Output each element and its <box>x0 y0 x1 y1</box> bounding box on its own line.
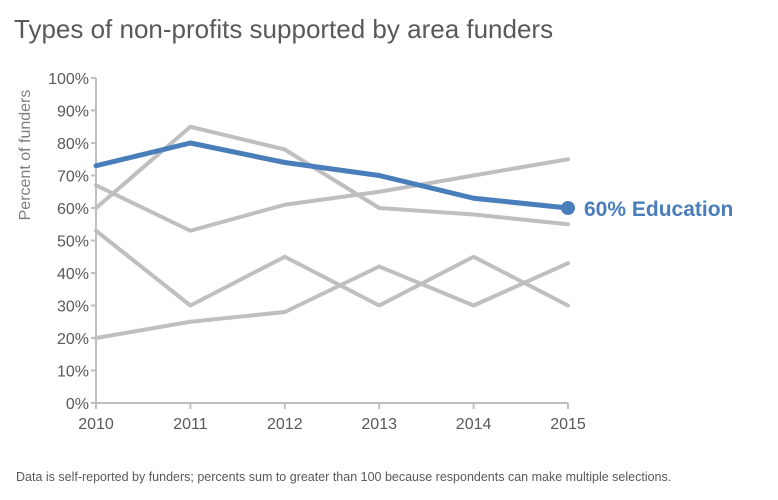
series-line-context <box>94 228 570 308</box>
series-line-context <box>94 261 570 340</box>
y-tick-label: 50% <box>57 234 89 251</box>
y-tick-label: 20% <box>57 331 89 348</box>
education-end-marker <box>561 201 575 215</box>
y-tick-label: 60% <box>57 201 89 218</box>
chart-axes: 0% 10% 20% 30% 40% 50% 60% 70% 80% 90% 100% 2010 201… <box>17 71 586 433</box>
chart-title: Types of non-profits supported by area f… <box>14 14 554 44</box>
education-end-label: 60% Education <box>584 198 733 221</box>
x-tick-label: 2015 <box>550 416 586 433</box>
y-tick-label: 30% <box>57 299 89 316</box>
y-tick-label: 90% <box>57 104 89 121</box>
series-line-context <box>94 124 570 227</box>
y-tick-label: 80% <box>57 136 89 153</box>
chart-labels: 60% Education <box>561 198 733 221</box>
y-tick-label: 0% <box>66 396 89 413</box>
x-tick-label: 2014 <box>456 416 492 433</box>
y-tick-label: 100% <box>48 71 89 88</box>
y-tick-label: 40% <box>57 266 89 283</box>
y-axis-label: Percent of funders <box>17 90 34 221</box>
line-chart: 0% 10% 20% 30% 40% 50% 60% 70% 80% 90% 100% 2010 201… <box>17 71 733 433</box>
footnote: Data is self-reported by funders; percen… <box>16 470 672 484</box>
chart-series-lines <box>93 124 571 340</box>
y-tick-label: 10% <box>57 364 89 381</box>
series-line-education <box>93 140 571 211</box>
y-tick-label: 70% <box>57 169 89 186</box>
x-tick-label: 2011 <box>173 416 208 433</box>
x-tick-label: 2010 <box>78 416 114 433</box>
series-line-context <box>94 157 570 233</box>
x-tick-label: 2013 <box>361 416 397 433</box>
x-tick-label: 2012 <box>267 416 303 433</box>
